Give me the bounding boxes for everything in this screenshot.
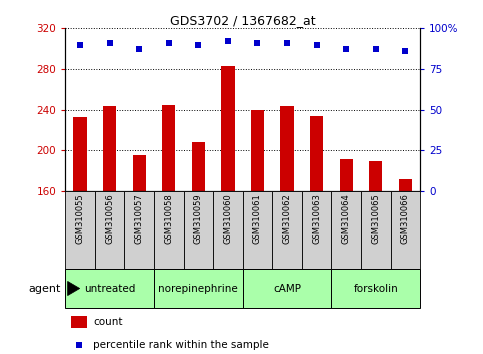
- Bar: [132, 154, 146, 191]
- Bar: [302, 191, 331, 269]
- Text: GSM310063: GSM310063: [312, 194, 321, 244]
- Bar: [399, 179, 412, 191]
- Point: [313, 42, 321, 47]
- Text: count: count: [93, 317, 123, 327]
- Text: norepinephrine: norepinephrine: [158, 284, 238, 293]
- Point: [165, 40, 172, 46]
- Text: GSM310055: GSM310055: [75, 194, 85, 244]
- Bar: [331, 191, 361, 269]
- Bar: [192, 142, 205, 191]
- Bar: [154, 269, 243, 308]
- Bar: [154, 191, 184, 269]
- Point: [254, 40, 261, 46]
- Point: [401, 48, 409, 54]
- Bar: [103, 105, 116, 191]
- Text: GSM310065: GSM310065: [371, 194, 380, 244]
- Bar: [310, 116, 323, 191]
- Bar: [272, 191, 302, 269]
- Text: GSM310056: GSM310056: [105, 194, 114, 244]
- Bar: [213, 191, 242, 269]
- Bar: [361, 191, 391, 269]
- Text: GSM310062: GSM310062: [283, 194, 292, 244]
- Text: GSM310057: GSM310057: [135, 194, 143, 244]
- Point: [76, 42, 84, 47]
- Bar: [369, 161, 383, 191]
- Text: cAMP: cAMP: [273, 284, 301, 293]
- Text: GSM310064: GSM310064: [342, 194, 351, 244]
- Bar: [71, 316, 87, 328]
- Bar: [331, 269, 420, 308]
- Bar: [221, 66, 235, 191]
- Text: forskolin: forskolin: [354, 284, 398, 293]
- Bar: [281, 105, 294, 191]
- Bar: [340, 159, 353, 191]
- Point: [283, 40, 291, 46]
- Point: [372, 47, 380, 52]
- Point: [342, 47, 350, 52]
- Title: GDS3702 / 1367682_at: GDS3702 / 1367682_at: [170, 14, 315, 27]
- Bar: [125, 191, 154, 269]
- Bar: [162, 105, 175, 191]
- Bar: [184, 191, 213, 269]
- Point: [135, 47, 143, 52]
- Bar: [73, 117, 86, 191]
- Point: [106, 40, 114, 46]
- Bar: [242, 269, 331, 308]
- Text: GSM310058: GSM310058: [164, 194, 173, 244]
- Bar: [95, 191, 125, 269]
- Text: agent: agent: [28, 284, 60, 293]
- Text: GSM310060: GSM310060: [224, 194, 232, 244]
- Point: [224, 39, 232, 44]
- Text: GSM310059: GSM310059: [194, 194, 203, 244]
- Text: GSM310066: GSM310066: [401, 194, 410, 244]
- Bar: [391, 191, 420, 269]
- Bar: [242, 191, 272, 269]
- Bar: [65, 269, 154, 308]
- Text: percentile rank within the sample: percentile rank within the sample: [93, 339, 269, 350]
- Bar: [65, 191, 95, 269]
- Point: [75, 342, 83, 348]
- Bar: [251, 110, 264, 191]
- Text: GSM310061: GSM310061: [253, 194, 262, 244]
- Point: [195, 42, 202, 47]
- Text: untreated: untreated: [84, 284, 135, 293]
